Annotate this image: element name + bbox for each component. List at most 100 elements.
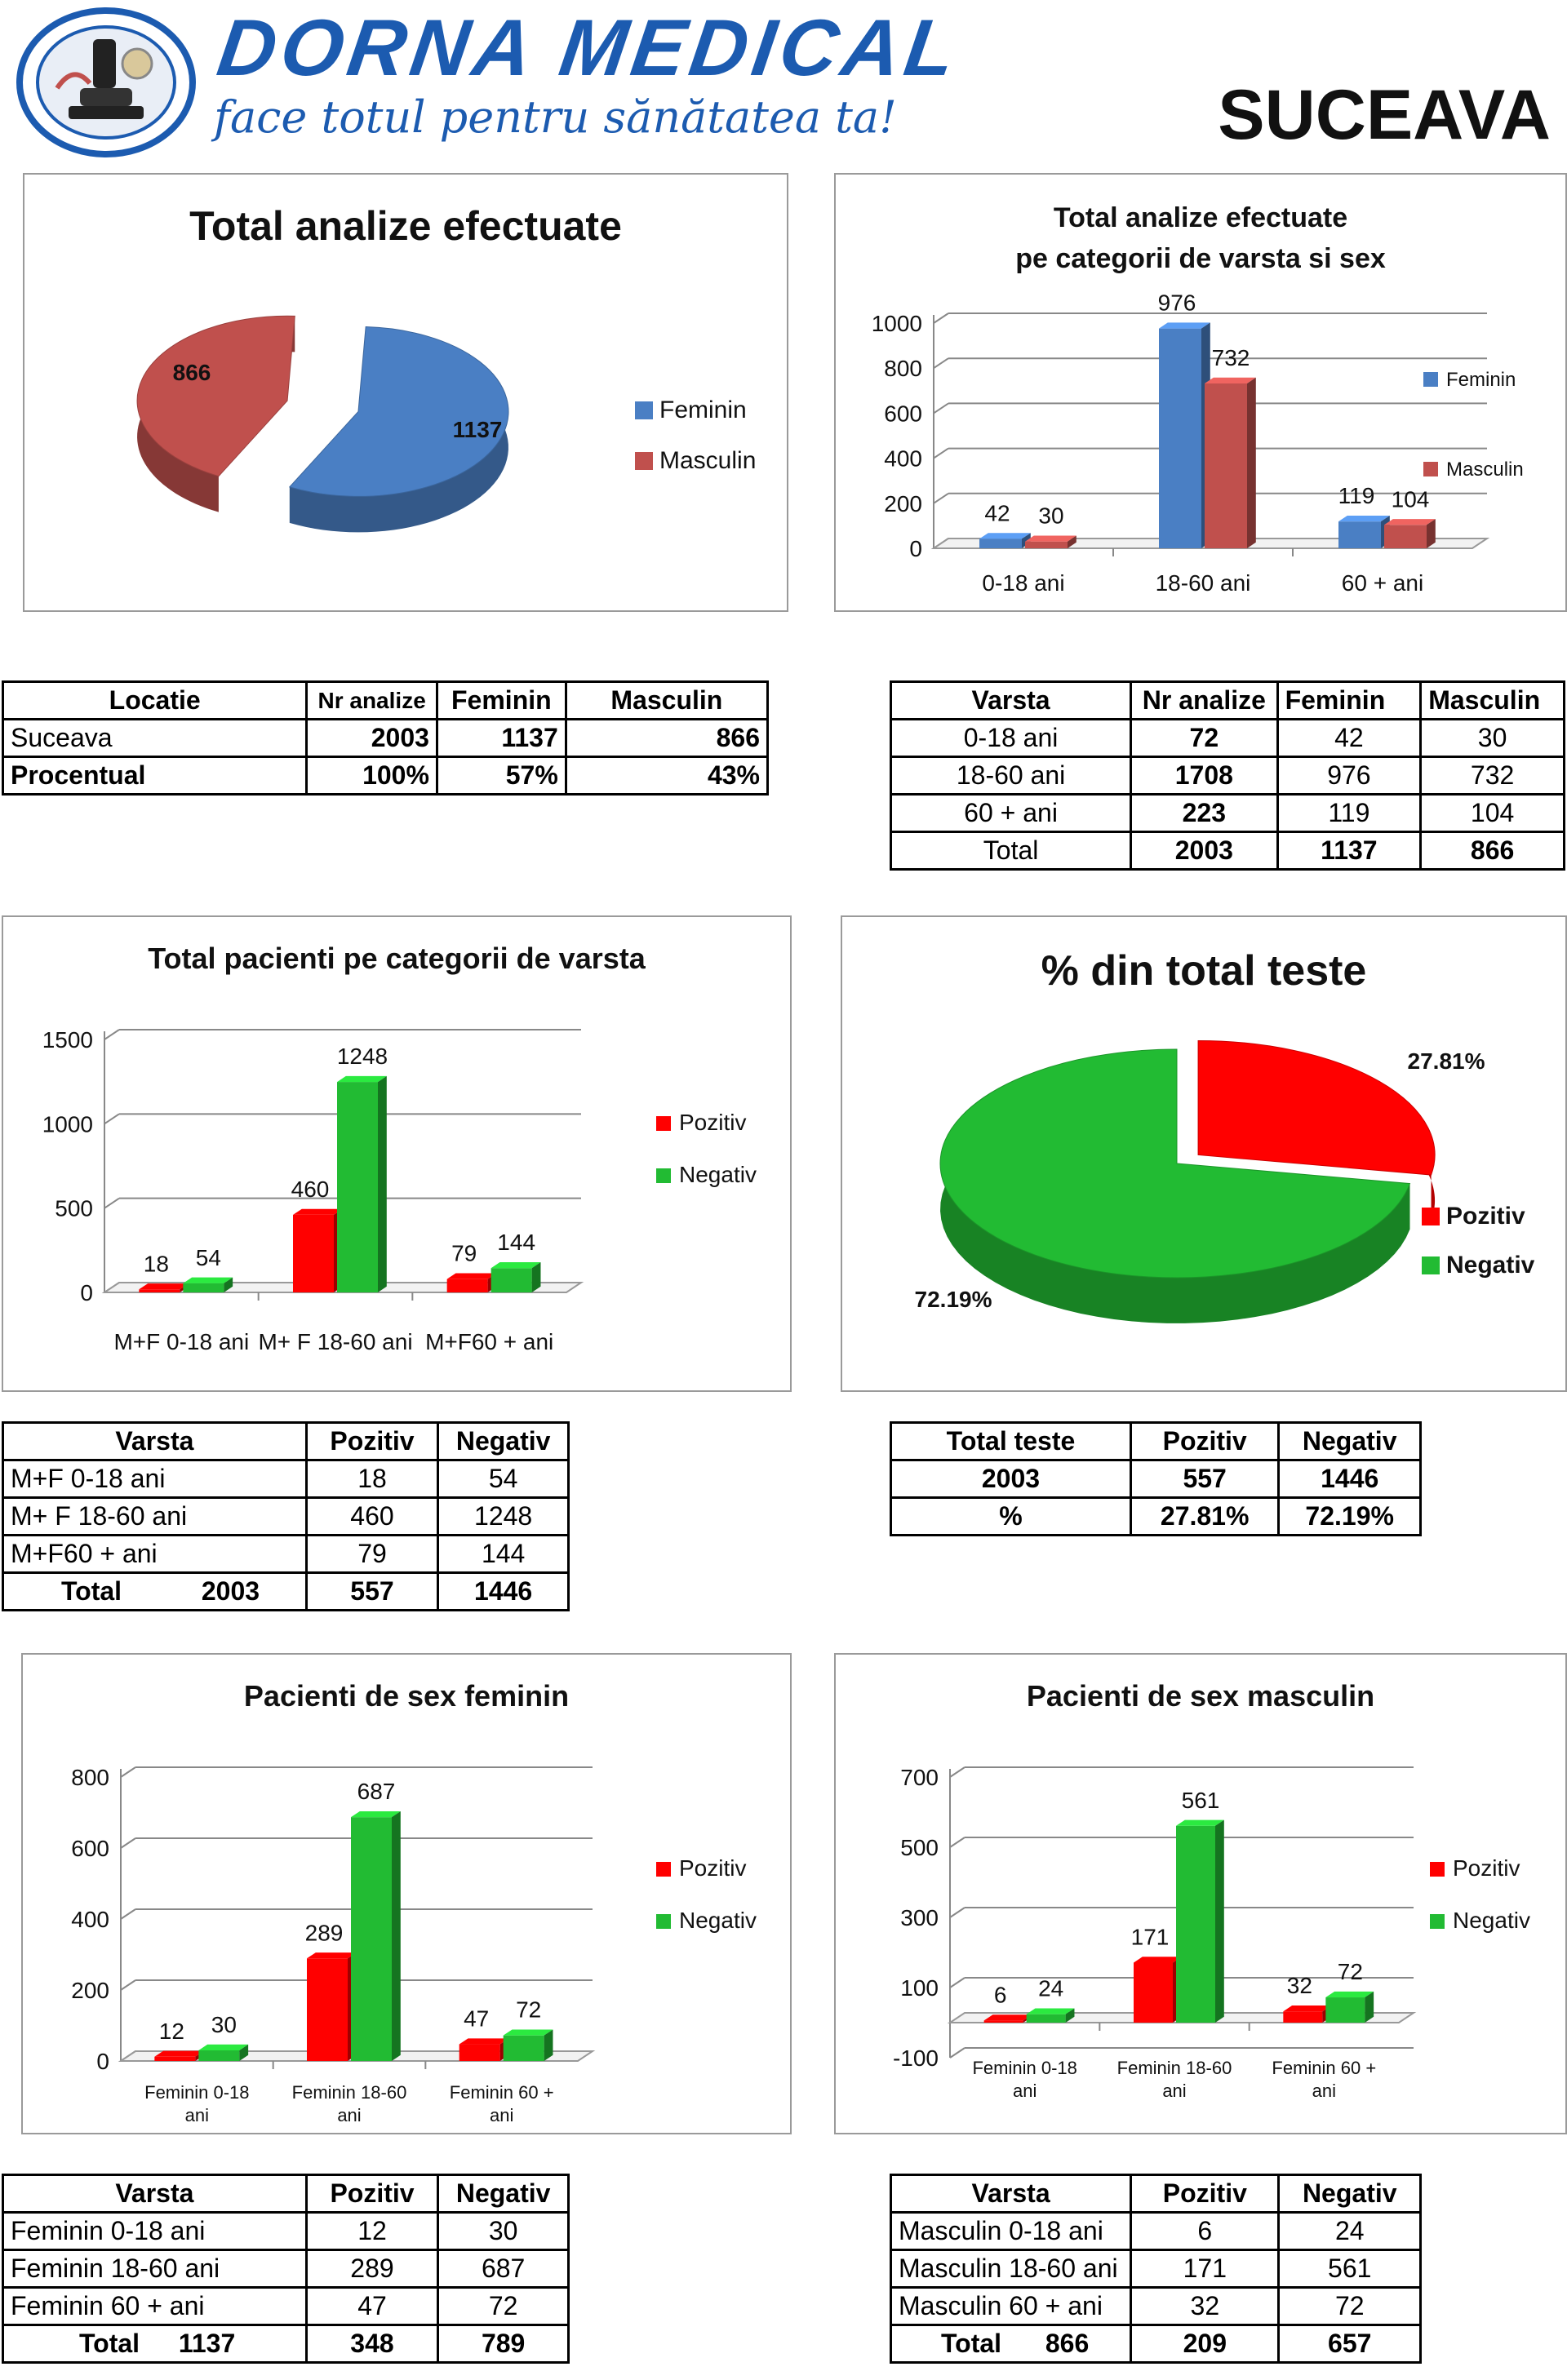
bar-side [1065,2008,1075,2023]
bar-top [1025,535,1076,542]
bar-negativ [198,2050,240,2061]
cell: 57% [435,756,567,796]
gridline [933,312,949,324]
y-tick-label: 500 [55,1196,93,1221]
data-label: 1137 [453,417,503,442]
bar-top [1338,515,1390,522]
y-tick-label: 800 [884,356,922,381]
bar-pozitiv [139,1289,180,1292]
cell: M+F 0-18 ani [2,1459,308,1499]
cell: 460 [304,1496,440,1536]
y-tick-label: 800 [71,1765,109,1790]
cell: 72.19% [1277,1496,1422,1536]
column-header: Negativ [1277,1421,1422,1461]
cell: 789 [437,2324,570,2364]
table-locatie: Locatie Nr analize Feminin Masculin Suce… [1,680,770,796]
y-tick-label: 1500 [42,1027,93,1053]
brand-name: DORNA MEDICAL [212,2,966,92]
x-tick-label: ani [337,2105,361,2125]
bar-negativ [1026,2014,1066,2023]
bar-pozitiv [459,2044,500,2061]
cell: 557 [304,1571,440,1611]
cell: 171 [1130,2249,1281,2289]
table-row: Masculin 18-60 ani 171 561 [889,2249,1422,2289]
gridline [120,1766,136,1778]
data-label: 32 [1287,1973,1312,1998]
gridline [104,1029,120,1040]
data-label: 72 [516,1997,541,2023]
data-label: 732 [1212,345,1250,370]
chart-pacienti-varsta: Total pacienti pe categorii de varsta 0 5… [2,915,792,1392]
y-tick-label: 400 [71,1907,109,1932]
legend-label: Pozitiv [1446,1203,1525,1230]
bar-pozitiv [1134,1962,1173,2023]
x-tick-label: 60 + ani [1342,570,1423,596]
chart-procent-teste: % din total teste 27.81% 72.19% Pozitiv Neg… [841,915,1567,1392]
bar-masculin [1384,525,1427,548]
bar-pozitiv [983,2020,1023,2023]
cell: 43% [564,756,770,796]
gridline [120,1979,136,1991]
table-row: Feminin 18-60 ani 289 687 [2,2249,570,2289]
chart-pacienti-masculin: Pacienti de sex masculin -100 100 300 500 70… [834,1653,1567,2134]
total-label: Total [79,2329,140,2358]
gridline [933,402,949,414]
legend-swatch-pozitiv [656,1116,671,1131]
cell: 348 [304,2324,440,2364]
gridline [120,1908,136,1920]
data-label: 42 [984,500,1010,525]
y-tick-label: 200 [884,491,922,516]
bar-top [1026,2008,1075,2014]
bar-feminin [979,538,1022,548]
bar-pozitiv [154,2056,196,2061]
data-label: 47 [464,2006,489,2032]
total-count: 866 [1045,2329,1090,2358]
bar-top [307,1952,357,1959]
bar-side [1365,1991,1374,2023]
x-tick-label: M+ F 18-60 ani [258,1329,412,1354]
table-row: M+ F 18-60 ani 460 1248 [2,1496,570,1536]
cell-total: Total 2003 [2,1571,308,1611]
bar-pozitiv [446,1279,488,1292]
y-tick-label: 1000 [42,1111,93,1137]
data-label: 687 [357,1779,396,1804]
bar-side [1215,1819,1224,2023]
data-label: 561 [1182,1788,1220,1813]
table-row: M+F 0-18 ani 18 54 [2,1459,570,1499]
y-tick-label: 1000 [872,311,922,336]
column-header: Negativ [1277,2174,1422,2214]
bar-side [544,2029,553,2061]
cell: 2003 [890,1459,1132,1499]
bar-top [183,1277,233,1283]
table-row: 18-60 ani 1708 976 732 [889,756,1565,796]
cell: 657 [1277,2324,1422,2364]
bar-top [1134,1957,1182,1963]
legend-swatch-feminin [635,401,653,419]
cell: 54 [437,1459,570,1499]
cell: M+ F 18-60 ani [2,1496,308,1536]
table-row-total: Total 1137 348 789 [2,2324,570,2364]
gridline [104,1197,120,1209]
x-tick-label: ani [1162,2081,1186,2101]
table-row: Total 2003 1137 866 [889,831,1565,871]
cell: Total [889,831,1133,871]
cell: 866 [1419,831,1565,871]
data-label: 1248 [337,1044,388,1069]
bar-side [1022,533,1031,548]
table-row-total: Total 2003 557 1446 [2,1571,570,1611]
table-row: Masculin 0-18 ani 6 24 [889,2211,1422,2251]
bar-feminin [1159,328,1201,548]
cell: 557 [1129,1459,1281,1499]
cell: Masculin 60 + ani [889,2286,1133,2326]
cell: M+F60 + ani [2,1534,308,1574]
cell: 30 [437,2211,570,2251]
cell: Feminin 60 + ani [2,2286,308,2326]
data-label: 866 [173,360,211,385]
total-label: Total [941,2329,1002,2358]
legend-label: Negativ [679,1162,757,1187]
x-tick-label: Feminin 0-18 [144,2082,249,2103]
bar-negativ [183,1283,224,1292]
y-tick-label: -100 [893,2045,939,2071]
table-row-total: Total 866 209 657 [889,2324,1422,2364]
cell: 72 [437,2286,570,2326]
